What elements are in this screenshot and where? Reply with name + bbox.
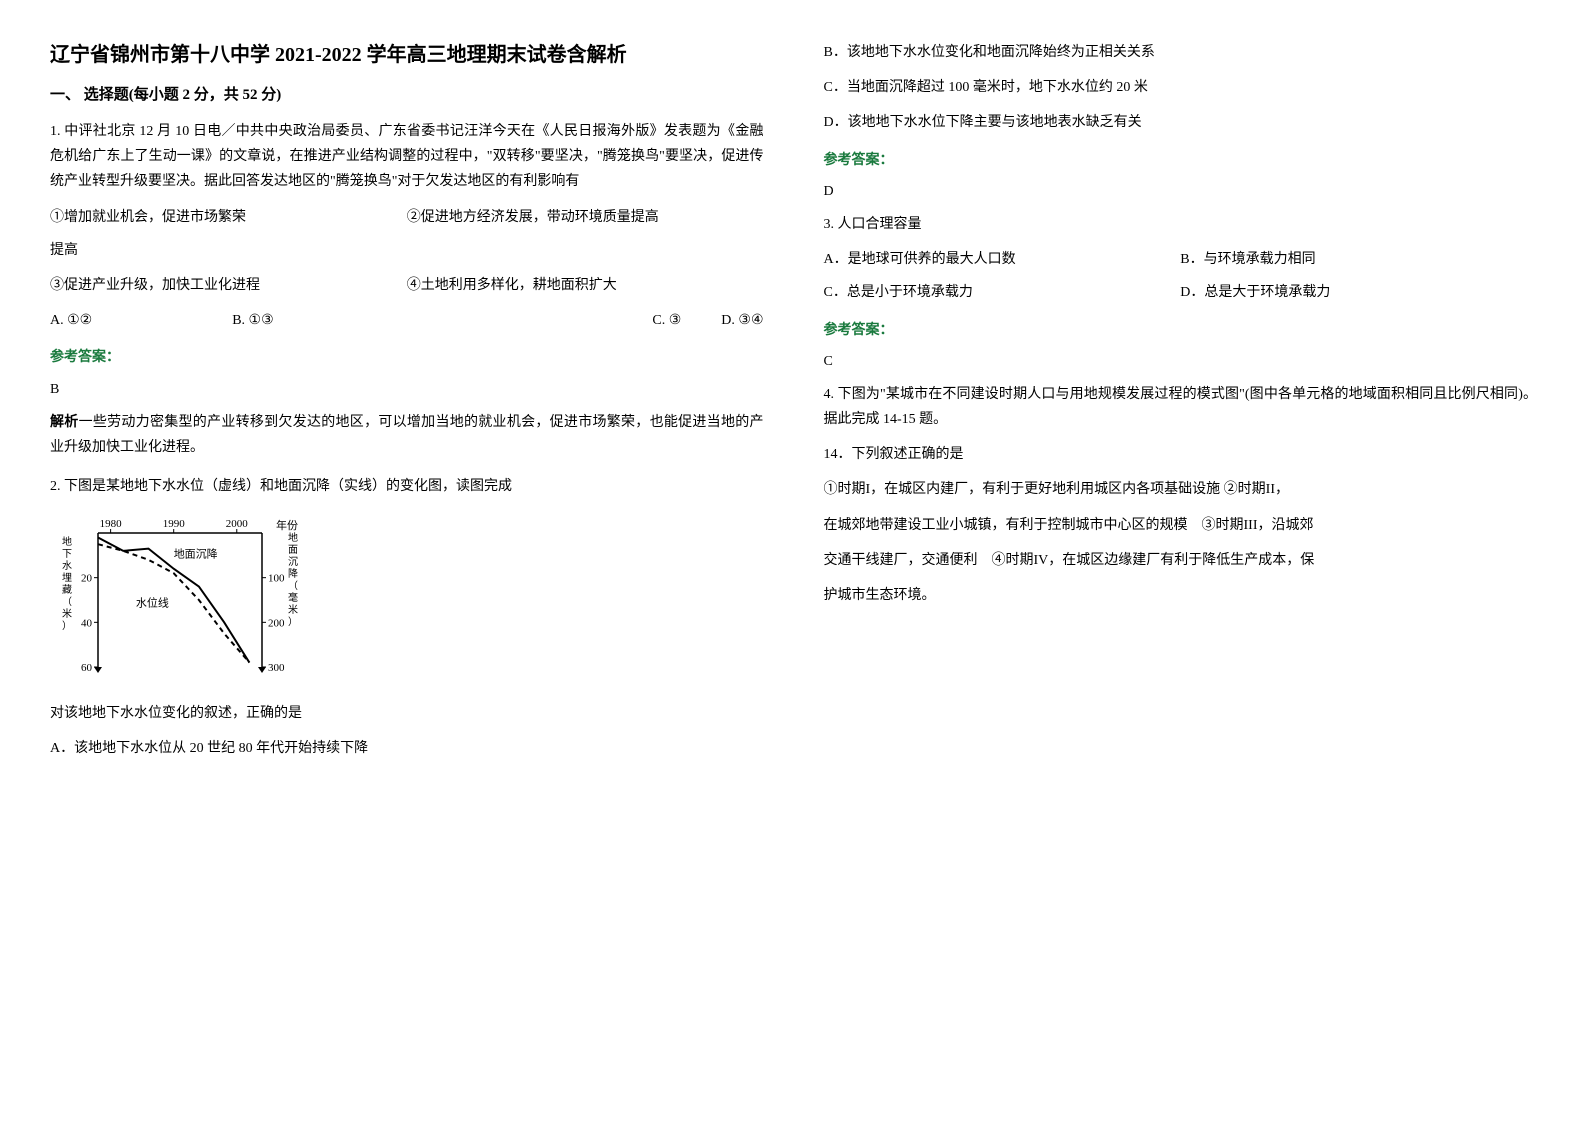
svg-text:60: 60 (81, 662, 93, 674)
q2-option-b: B．该地地下水水位变化和地面沉降始终为正相关关系 (824, 40, 1538, 65)
svg-text:地: 地 (288, 531, 298, 544)
q3-option-b: B．与环境承载力相同 (1180, 247, 1537, 272)
q2-sub-question: 对该地地下水水位变化的叙述，正确的是 (50, 701, 764, 726)
svg-text:水: 水 (62, 560, 72, 572)
svg-text:2000: 2000 (226, 518, 249, 530)
svg-text:沉: 沉 (288, 555, 298, 568)
q1-option-b: B. ①③ (232, 308, 273, 333)
q3-options-row2: C．总是小于环境承载力 D．总是大于环境承载力 (824, 280, 1538, 305)
q1-statement-3: ③促进产业升级，加快工业化进程 (50, 273, 407, 298)
q1-options: A. ①② B. ①③ C. ③ D. ③④ (50, 308, 764, 333)
q2-stem: 2. 下图是某地地下水水位（虚线）和地面沉降（实线）的变化图，读图完成 (50, 474, 764, 499)
right-column: B．该地地下水水位变化和地面沉降始终为正相关关系 C．当地面沉降超过 100 毫… (824, 40, 1538, 772)
q3-option-a: A．是地球可供养的最大人口数 (824, 247, 1181, 272)
svg-text:埋: 埋 (62, 572, 72, 584)
svg-text:下: 下 (62, 549, 72, 560)
q4-para-1: ①时期I，在城区内建厂，有利于更好地利用城区内各项基础设施 ②时期II， (824, 477, 1538, 502)
q2-answer: D (824, 179, 1538, 204)
q3-option-c: C．总是小于环境承载力 (824, 280, 1181, 305)
svg-text:20: 20 (81, 573, 93, 585)
svg-text:1990: 1990 (163, 518, 186, 530)
svg-text:（: （ (288, 580, 298, 592)
q1-option-c: C. ③ (652, 308, 681, 333)
left-column: 辽宁省锦州市第十八中学 2021-2022 学年高三地理期末试卷含解析 一、 选… (50, 40, 764, 772)
svg-text:40: 40 (81, 618, 93, 630)
svg-text:毫: 毫 (288, 591, 298, 604)
svg-text:地面沉降: 地面沉降 (174, 547, 218, 561)
q1-explanation: 解析一些劳动力密集型的产业转移到欠发达的地区，可以增加当地的就业机会，促进市场繁… (50, 410, 764, 460)
q2-answer-label: 参考答案： (824, 148, 1538, 173)
q2-chart-svg: 198019902000年份204060100200300地下水埋藏（米）地面沉… (50, 515, 310, 685)
q3-stem: 3. 人口合理容量 (824, 212, 1538, 237)
q2-option-d: D．该地地下水水位下降主要与该地地表水缺乏有关 (824, 110, 1538, 135)
svg-text:面: 面 (288, 545, 298, 556)
q1-statement-2-cont: 提高 (50, 238, 764, 263)
q1-statement-4: ④土地利用多样化，耕地面积扩大 (407, 273, 764, 298)
q1-option-a: A. ①② (50, 308, 92, 333)
q4-para-2: 在城郊地带建设工业小城镇，有利于控制城市中心区的规模 ③时期III，沿城郊 (824, 513, 1538, 538)
q1-explanation-label: 解析 (50, 415, 79, 430)
q1-statements-row1: ①增加就业机会，促进市场繁荣 ②促进地方经济发展，带动环境质量提高 (50, 205, 764, 230)
svg-text:藏: 藏 (62, 584, 72, 596)
q3-options-row1: A．是地球可供养的最大人口数 B．与环境承载力相同 (824, 247, 1538, 272)
q4-stem: 4. 下图为"某城市在不同建设时期人口与用地规模发展过程的模式图"(图中各单元格… (824, 382, 1538, 432)
svg-text:1980: 1980 (100, 518, 123, 530)
q2-chart: 198019902000年份204060100200300地下水埋藏（米）地面沉… (50, 515, 764, 685)
q1-explanation-text: 一些劳动力密集型的产业转移到欠发达的地区，可以增加当地的就业机会，促进市场繁荣，… (50, 415, 764, 455)
svg-text:米: 米 (288, 603, 298, 616)
q1-stem: 1. 中评社北京 12 月 10 日电／中共中央政治局委员、广东省委书记汪洋今天… (50, 119, 764, 195)
svg-text:降: 降 (288, 567, 298, 580)
q4-sub-question: 14．下列叙述正确的是 (824, 442, 1538, 467)
svg-text:100: 100 (268, 573, 285, 585)
q1-option-d: D. ③④ (721, 308, 763, 333)
q3-answer-label: 参考答案： (824, 318, 1538, 343)
svg-text:地: 地 (62, 535, 72, 548)
page-container: 辽宁省锦州市第十八中学 2021-2022 学年高三地理期末试卷含解析 一、 选… (50, 40, 1537, 772)
svg-text:200: 200 (268, 618, 285, 630)
q3-option-d: D．总是大于环境承载力 (1180, 280, 1537, 305)
q4-para-3: 交通干线建厂，交通便利 ④时期IV，在城区边缘建厂有利于降低生产成本，保 (824, 548, 1538, 573)
q1-statements-row2: ③促进产业升级，加快工业化进程 ④土地利用多样化，耕地面积扩大 (50, 273, 764, 298)
q3-answer: C (824, 349, 1538, 374)
svg-text:（: （ (62, 596, 72, 608)
q1-statement-2: ②促进地方经济发展，带动环境质量提高 (407, 205, 764, 230)
svg-text:）: ） (288, 616, 298, 628)
q1-statement-1: ①增加就业机会，促进市场繁荣 (50, 205, 407, 230)
q4-para-4: 护城市生态环境。 (824, 583, 1538, 608)
svg-text:米: 米 (62, 607, 72, 620)
svg-text:水位线: 水位线 (136, 596, 169, 610)
svg-text:年份: 年份 (276, 518, 298, 532)
document-title: 辽宁省锦州市第十八中学 2021-2022 学年高三地理期末试卷含解析 (50, 40, 764, 70)
svg-text:）: ） (62, 620, 72, 632)
svg-text:300: 300 (268, 662, 285, 674)
q2-option-a: A．该地地下水水位从 20 世纪 80 年代开始持续下降 (50, 736, 764, 761)
q1-answer: B (50, 377, 764, 402)
q1-answer-label: 参考答案： (50, 345, 764, 370)
q2-option-c: C．当地面沉降超过 100 毫米时，地下水水位约 20 米 (824, 75, 1538, 100)
section-one-header: 一、 选择题(每小题 2 分，共 52 分) (50, 82, 764, 109)
